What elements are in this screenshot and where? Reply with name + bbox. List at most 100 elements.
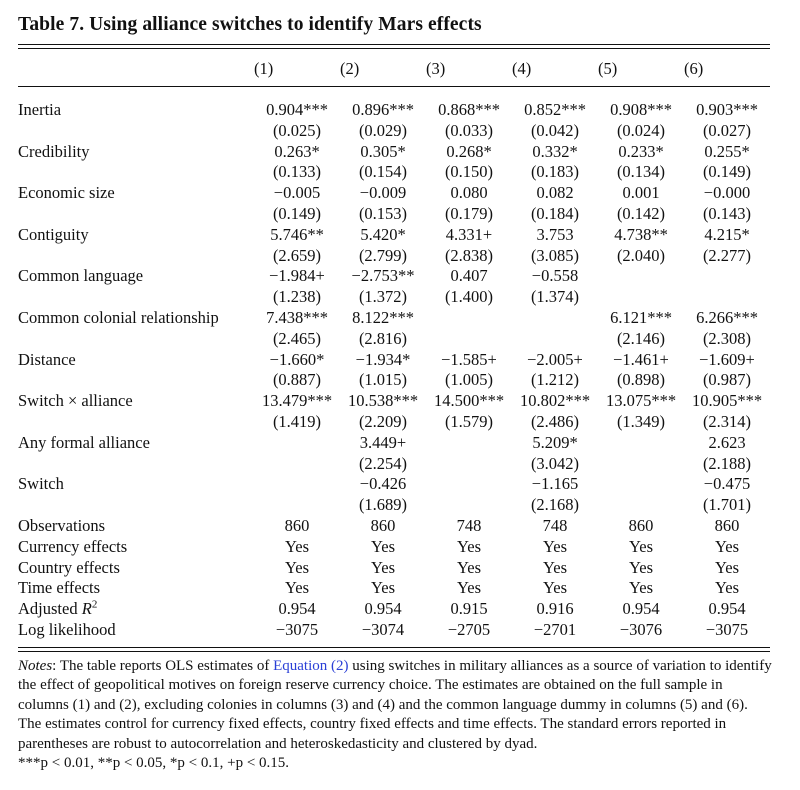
std-error-cell: (1.374) <box>530 287 580 307</box>
coefficient-cell: 0.896*** <box>352 100 414 119</box>
coefficient-cell: 8.122*** <box>352 307 414 327</box>
equation-link[interactable]: Equation (2) <box>273 658 349 674</box>
stat-value-cell: Yes <box>628 536 653 556</box>
coefficient-cell: 4.215* <box>704 224 750 244</box>
stat-row: Time effects Yes Yes Yes Yes Yes Yes <box>18 578 770 599</box>
stat-value-cell: −3076 <box>619 619 663 639</box>
coefficient-cell: 0.852*** <box>524 100 586 119</box>
coefficient-cell <box>598 433 684 454</box>
coefficient-cell: 5.420* <box>360 224 406 244</box>
se-label-blank <box>18 162 254 183</box>
stat-value-cell: −3075 <box>705 619 749 639</box>
coefficient-cell: 0.407 <box>450 266 488 286</box>
coefficient-cell: 14.500*** <box>433 391 505 411</box>
coefficient-cell: 6.266*** <box>696 307 758 327</box>
column-header: (2) <box>340 59 360 78</box>
std-error-cell <box>512 329 598 350</box>
se-row: (0.133) (0.154) (0.150) (0.183) (0.134) (0.14… <box>18 162 770 183</box>
table-title: Table 7. Using alliance switches to iden… <box>18 14 482 35</box>
std-error-cell: (1.701) <box>702 495 752 515</box>
stat-value-cell: 0.954 <box>278 599 316 619</box>
se-label-blank <box>18 121 254 142</box>
std-error-cell: (2.838) <box>444 245 494 265</box>
stat-row: Country effects Yes Yes Yes Yes Yes Yes <box>18 558 770 579</box>
coefficient-cell: −0.009 <box>359 183 407 203</box>
std-error-cell: (0.033) <box>444 120 494 140</box>
coefficient-cell: 0.305* <box>360 141 406 161</box>
std-error-cell: (3.042) <box>530 453 580 473</box>
std-error-cell: (0.134) <box>616 162 666 182</box>
stat-label: Observations <box>18 516 254 537</box>
header-rule <box>18 86 770 87</box>
coefficient-cell: −1.934* <box>355 349 411 369</box>
std-error-cell: (0.153) <box>358 203 408 223</box>
coefficient-cell: 0.904*** <box>266 100 328 119</box>
stat-label-superscript: 2 <box>91 598 98 611</box>
variable-label: Common colonial relationship <box>18 307 219 327</box>
std-error-cell: (0.143) <box>702 203 752 223</box>
std-error-cell: (2.040) <box>616 245 666 265</box>
stat-value-cell: −2705 <box>447 619 491 639</box>
std-error-cell: (3.085) <box>530 245 580 265</box>
notes-text-start: : The table reports OLS estimates of <box>52 658 274 674</box>
regression-table: (1) (2) (3) (4) (5) (6) Inertia 0.904*** 0.896**… <box>18 56 770 641</box>
std-error-cell: (2.209) <box>358 411 408 431</box>
coefficient-cell: −0.426 <box>359 474 407 494</box>
significance-legend: ***p < 0.01, **p < 0.05, *p < 0.1, +p < … <box>18 755 290 772</box>
stat-label: Time effects <box>18 578 254 599</box>
coefficient-cell: 10.905*** <box>691 391 763 411</box>
stat-value-cell: Yes <box>456 536 481 556</box>
stat-value-cell: −3074 <box>361 619 405 639</box>
stat-label-text: Currency effects <box>18 536 128 556</box>
coefficient-cell: −0.558 <box>531 266 579 286</box>
stat-value-cell: 0.954 <box>708 599 746 619</box>
se-row: (2.659) (2.799) (2.838) (3.085) (2.040) (2.27… <box>18 246 770 267</box>
coefficient-cell: 13.075*** <box>605 391 677 411</box>
stat-value-cell: Yes <box>370 536 395 556</box>
coefficient-cell: 3.449+ <box>359 432 407 452</box>
stat-label: Currency effects <box>18 537 254 558</box>
variable-label: Any formal alliance <box>18 432 150 452</box>
std-error-cell: (0.149) <box>272 203 322 223</box>
std-error-cell: (0.898) <box>616 370 666 390</box>
coef-row: Credibility 0.263* 0.305* 0.268* 0.332* 0.233… <box>18 142 770 163</box>
std-error-cell: (0.024) <box>616 120 666 140</box>
std-error-cell <box>598 454 684 475</box>
stat-value-cell: 0.915 <box>450 599 488 619</box>
se-row: (0.887) (1.015) (1.005) (1.212) (0.898) (0.98… <box>18 370 770 391</box>
coef-row: Distance −1.660* −1.934* −1.585+ −2.005+ −1.4… <box>18 350 770 371</box>
column-header: (1) <box>254 59 274 78</box>
std-error-cell: (0.150) <box>444 162 494 182</box>
stat-value-cell: 860 <box>284 515 310 535</box>
coef-row: Switch −0.426 −1.165 −0.475 <box>18 474 770 495</box>
bottom-rule-second <box>18 651 770 652</box>
stat-value-cell: Yes <box>284 536 309 556</box>
std-error-cell <box>254 454 340 475</box>
coefficient-cell: 0.903*** <box>696 100 758 119</box>
column-header: (4) <box>512 59 532 78</box>
gap-cell <box>18 82 770 100</box>
stat-value-cell: Yes <box>714 536 739 556</box>
coefficient-cell <box>254 433 340 454</box>
stat-value-cell: 860 <box>370 515 396 535</box>
se-label-blank <box>18 495 254 516</box>
stat-value-cell: Yes <box>628 557 653 577</box>
coefficient-cell: −1.585+ <box>441 349 497 369</box>
stat-value-cell: Yes <box>628 578 653 598</box>
std-error-cell: (2.799) <box>358 245 408 265</box>
coefficient-cell: −0.000 <box>703 183 751 203</box>
top-rule-second <box>18 48 770 49</box>
stat-value-cell: −2701 <box>533 619 577 639</box>
std-error-cell: (2.314) <box>702 411 752 431</box>
std-error-cell: (2.465) <box>272 328 322 348</box>
variable-label: Economic size <box>18 183 115 203</box>
stat-label-text: Observations <box>18 515 106 535</box>
coefficient-cell: 0.001 <box>622 183 660 203</box>
coefficient-cell: 0.868*** <box>438 100 500 119</box>
stat-label: Adjusted R2 <box>18 599 254 620</box>
std-error-cell: (2.277) <box>702 245 752 265</box>
stat-value-cell: 0.954 <box>364 599 402 619</box>
table-notes: Notes: The table reports OLS estimates o… <box>18 657 773 773</box>
coefficient-cell: −1.660* <box>269 349 325 369</box>
